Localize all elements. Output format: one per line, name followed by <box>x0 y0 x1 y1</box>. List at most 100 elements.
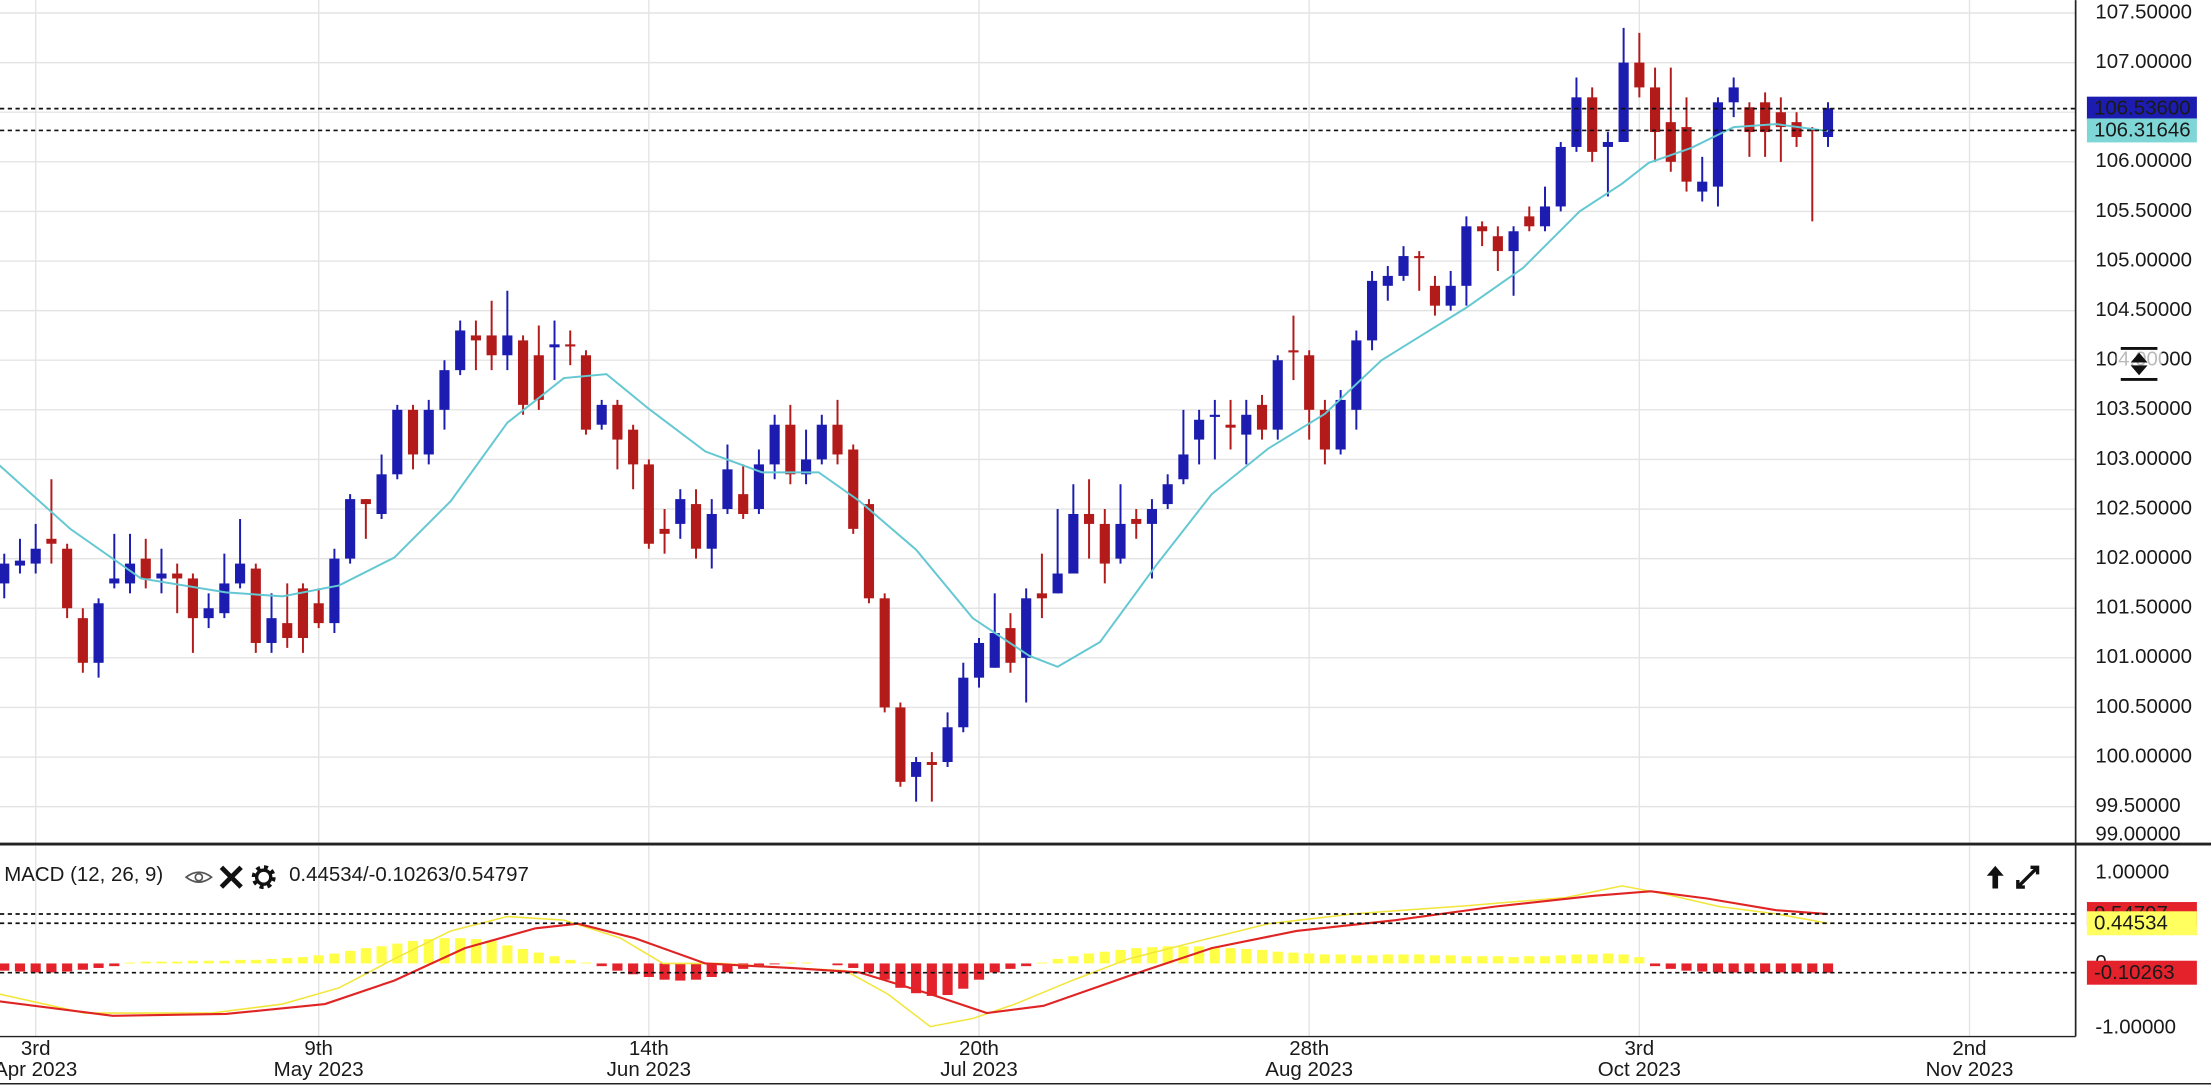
candle-body <box>1618 62 1629 142</box>
histogram-bar <box>1288 952 1299 964</box>
histogram-bar <box>1807 963 1818 973</box>
candle-body <box>753 464 764 510</box>
move-up-icon[interactable] <box>1986 865 2004 889</box>
price-label: 0.44534 <box>2094 911 2168 934</box>
histogram-bar <box>1209 947 1220 964</box>
histogram-bar <box>1366 955 1378 964</box>
histogram-bar <box>46 963 57 973</box>
candle-body <box>1477 226 1488 232</box>
candle-body <box>392 409 403 475</box>
candle-body <box>1194 419 1205 440</box>
candle-body <box>1524 216 1535 227</box>
candle-body <box>219 583 230 614</box>
candle-body <box>203 608 214 619</box>
candle-body <box>124 563 136 584</box>
candle-body <box>926 761 937 765</box>
histogram-bar <box>219 960 230 964</box>
y-tick-label: -1.00000 <box>2095 1015 2176 1038</box>
candle-body <box>360 499 371 505</box>
candle-body <box>1052 573 1063 594</box>
settings-icon[interactable] <box>251 865 276 890</box>
histogram-bar <box>156 961 167 964</box>
expand-icon[interactable] <box>2016 865 2040 889</box>
histogram-bar <box>1822 963 1834 973</box>
candle-body <box>1005 628 1016 663</box>
candle-body <box>1115 523 1126 559</box>
histogram-bar <box>1712 963 1724 973</box>
histogram-bar <box>282 958 293 964</box>
candle-body <box>1146 509 1158 524</box>
candle-body <box>973 642 985 678</box>
histogram-bar <box>848 963 859 968</box>
histogram-bar <box>407 940 419 964</box>
histogram-bar <box>423 939 434 964</box>
histogram-bar <box>690 963 702 980</box>
histogram-bar <box>313 955 324 964</box>
candle-body <box>1021 598 1032 658</box>
candle-body <box>1445 285 1456 306</box>
macd-legend: MACD (12, 26, 9) 0.44534/-0.10263/0.5479… <box>4 863 529 890</box>
histogram-bar <box>1131 948 1142 964</box>
eye-icon[interactable] <box>184 871 213 883</box>
histogram-bar <box>1162 946 1173 964</box>
price-label: 106.53600 <box>2094 97 2191 120</box>
candle-body <box>848 449 859 529</box>
histogram-bar <box>1524 956 1535 964</box>
candle-body <box>1602 141 1613 147</box>
histogram-bar <box>1775 963 1786 973</box>
histogram-bar <box>1021 963 1032 967</box>
histogram-bar <box>1618 954 1629 964</box>
histogram-bar <box>62 963 73 972</box>
candle-body <box>1131 518 1142 524</box>
histogram-bar <box>1571 954 1582 964</box>
candle-body <box>140 558 151 579</box>
x-tick-label: 3rd Apr 2023 <box>0 1037 78 1081</box>
histogram-bar <box>1036 962 1047 964</box>
histogram-bar <box>926 963 937 996</box>
candle-body <box>46 538 57 544</box>
candle-body <box>1351 340 1362 410</box>
candle-body <box>1760 102 1771 133</box>
candle-body <box>1099 523 1110 564</box>
histogram-bar <box>675 963 686 981</box>
histogram-bar <box>1477 956 1488 964</box>
candle-body <box>989 633 1000 668</box>
candle-body <box>1162 484 1173 505</box>
candle-body <box>1791 122 1802 138</box>
candle-body <box>1807 129 1818 132</box>
close-icon[interactable] <box>219 865 243 889</box>
candle-body <box>1036 593 1047 599</box>
x-tick-label: 14th Jun 2023 <box>606 1037 692 1081</box>
candle-body <box>1083 513 1095 524</box>
candle-body <box>675 499 686 524</box>
candle-body <box>1665 122 1676 162</box>
histogram-bar <box>517 949 529 964</box>
histogram-bar <box>30 963 41 973</box>
candle-body <box>1304 355 1315 410</box>
candle-body <box>549 344 560 348</box>
histogram-bar <box>659 963 670 980</box>
candle-body <box>706 513 717 549</box>
histogram-bar <box>1272 951 1283 964</box>
histogram-bar <box>486 940 497 964</box>
histogram-bar <box>0 963 10 971</box>
x-tick-label: 2nd Nov 2023 <box>1925 1037 2014 1081</box>
candle-body <box>439 370 450 410</box>
candle-body <box>1539 206 1551 227</box>
y-tick-label: 107.00000 <box>2095 50 2192 73</box>
candle-body <box>565 344 576 347</box>
candle-body <box>30 548 41 564</box>
candle-body <box>282 623 293 638</box>
candle-body <box>612 404 623 440</box>
y-tick-label: 101.50000 <box>2095 596 2192 619</box>
candle-body <box>628 429 639 465</box>
price-label-box <box>2086 118 2197 143</box>
candle-body <box>313 603 324 624</box>
histogram-bar <box>549 956 560 964</box>
histogram-bar <box>753 963 764 967</box>
candle-body <box>109 578 120 584</box>
histogram-bar <box>1508 957 1519 964</box>
histogram-bar <box>722 963 733 973</box>
y-tick-label: 101.00000 <box>2095 645 2192 668</box>
histogram-bar <box>1649 963 1661 967</box>
